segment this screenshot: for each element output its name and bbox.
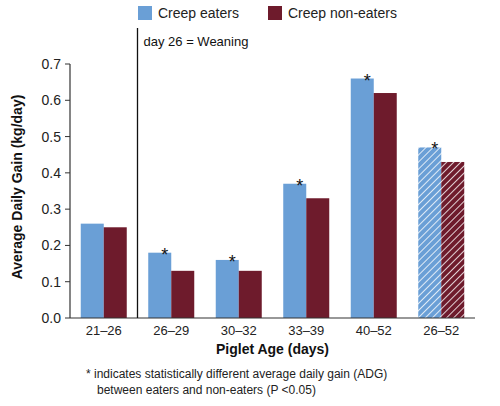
significance-marker: * <box>296 176 303 196</box>
x-tick-label: 21–26 <box>86 323 122 338</box>
y-tick <box>65 209 70 210</box>
bar <box>306 198 329 318</box>
y-tick <box>65 172 70 173</box>
significance-marker: * <box>229 252 236 272</box>
y-tick <box>65 64 70 65</box>
bar <box>418 147 441 318</box>
significance-marker: * <box>364 71 371 91</box>
y-tick-label: 0.7 <box>42 56 62 72</box>
weaning-line <box>137 28 138 318</box>
y-tick-label: 0.6 <box>42 92 62 108</box>
bar <box>351 79 374 318</box>
y-tick <box>65 318 70 319</box>
bar <box>239 271 262 318</box>
x-axis <box>70 317 475 318</box>
bar <box>104 227 127 318</box>
bar <box>441 162 464 318</box>
chart: 0.0 0.1 0.2 0.3 0.4 0.5 0.6 0.7 21–26 26–29 30–32 3… <box>0 0 500 406</box>
y-tick-label: 0.5 <box>42 129 62 145</box>
footnote: * indicates statistically different aver… <box>86 367 387 381</box>
x-tick-label: 26–29 <box>153 323 189 338</box>
bars <box>81 79 465 318</box>
y-tick-label: 0.2 <box>42 237 62 253</box>
y-tick <box>65 281 70 282</box>
significance-marker: * <box>161 245 168 265</box>
x-axis-label: Piglet Age (days) <box>216 341 329 357</box>
y-tick-label: 0.4 <box>42 165 62 181</box>
weaning-label: day 26 = Weaning <box>144 34 249 49</box>
y-axis-label: Average Daily Gain (kg/day) <box>9 95 25 280</box>
legend-swatch <box>268 6 282 20</box>
x-tick-label: 26–52 <box>423 323 459 338</box>
bar <box>81 224 104 318</box>
legend-label: Creep non-eaters <box>288 5 397 21</box>
bar <box>283 184 306 318</box>
significance-marker: * <box>431 139 438 159</box>
y-axis <box>69 64 70 318</box>
legend-swatch <box>138 6 152 20</box>
bar <box>171 271 194 318</box>
x-tick-label: 33–39 <box>288 323 324 338</box>
bar <box>374 93 397 318</box>
y-tick-label: 0.3 <box>42 201 62 217</box>
y-tick <box>65 100 70 101</box>
y-tick <box>65 136 70 137</box>
y-tick-label: 0.0 <box>42 310 62 326</box>
legend-label: Creep eaters <box>158 5 239 21</box>
footnote: between eaters and non-eaters (P <0.05) <box>97 383 316 397</box>
y-tick <box>65 245 70 246</box>
y-tick-label: 0.1 <box>42 274 62 290</box>
x-tick-label: 40–52 <box>356 323 392 338</box>
x-tick-label: 30–32 <box>221 323 257 338</box>
